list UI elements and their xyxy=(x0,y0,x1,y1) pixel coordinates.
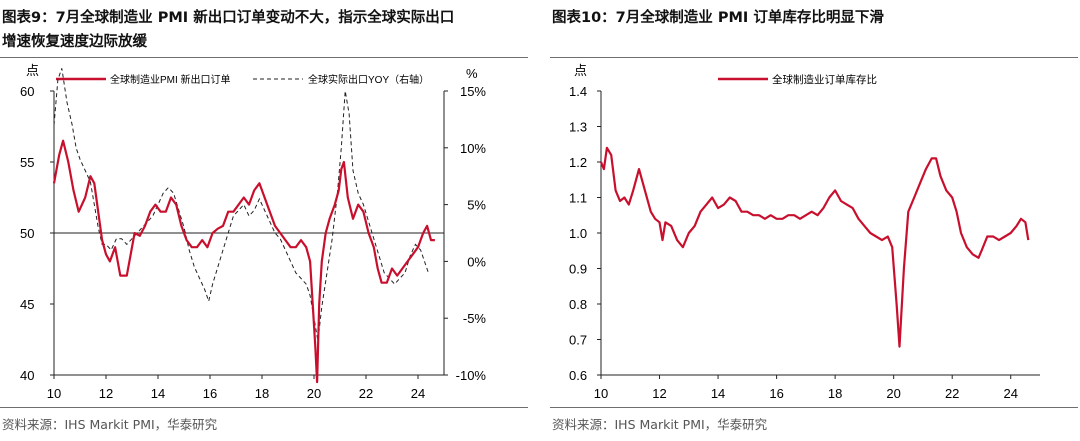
right-chart-x-tick-labels: 10 12 14 16 18 20 22 24 xyxy=(594,375,1018,401)
right-chart-title: 图表10：7月全球制造业 PMI 订单库存比明显下滑 xyxy=(552,10,884,26)
right-chart-source: 资料来源：IHS Markit PMI，华泰研究 xyxy=(552,417,768,432)
series-line-export-orders xyxy=(52,139,435,384)
left-chart-title-line2: 增速恢复速度边际放缓 xyxy=(2,34,147,50)
x-tick-label: 16 xyxy=(203,386,217,401)
right-chart-svg: 点 0.6 0.7 0.8 0.9 1.0 1.1 1.2 1.3 1.4 10 12 14 16 18… xyxy=(569,63,1040,401)
left-chart-title-line1: 图表9：7月全球制造业 PMI 新出口订单变动不大，指示全球实际出口 xyxy=(2,10,455,26)
legend-label-export-yoy: 全球实际出口YOY（右轴） xyxy=(308,73,429,86)
right-chart-y-tick-label: 0.8 xyxy=(569,297,587,312)
right-chart-y-tick-labels: 0.6 0.7 0.8 0.9 1.0 1.1 1.2 1.3 1.4 xyxy=(569,84,601,383)
series-line-order-inventory xyxy=(599,146,1030,348)
right-chart-y-unit-label: 点 xyxy=(574,63,587,78)
right-y-tick-label: 10% xyxy=(460,141,486,156)
left-y-tick-label: 45 xyxy=(20,297,34,312)
right-chart-y-tick-label: 1.3 xyxy=(569,120,587,135)
right-y-tick-label: 15% xyxy=(460,84,486,99)
series-line-export-yoy xyxy=(53,68,429,341)
right-chart-panel: 图表10：7月全球制造业 PMI 订单库存比明显下滑 点 0.6 0.7 0.8 0.… xyxy=(550,0,1080,441)
right-chart-y-tick-label: 1.1 xyxy=(569,191,587,206)
right-chart-x-tick-label: 14 xyxy=(711,386,725,401)
right-y-unit-label: % xyxy=(466,66,478,81)
right-chart-y-tick-label: 0.6 xyxy=(569,368,587,383)
right-y-tick-label: 0% xyxy=(467,254,486,269)
left-title-divider xyxy=(0,57,528,58)
left-y-unit-label: 点 xyxy=(26,63,39,78)
right-chart-x-tick-label: 22 xyxy=(945,386,959,401)
right-chart-y-tick-label: 1.4 xyxy=(569,84,587,99)
right-chart-x-tick-label: 10 xyxy=(594,386,608,401)
left-y-tick-label: 60 xyxy=(20,84,34,99)
left-y-tick-label: 50 xyxy=(20,226,34,241)
x-tick-label: 14 xyxy=(151,386,165,401)
right-y-tick-label: -10% xyxy=(456,368,487,383)
legend-label-order-inventory: 全球制造业订单库存比 xyxy=(772,73,877,86)
right-y-tick-label: 5% xyxy=(467,198,486,213)
left-y-tick-labels: 40 45 50 55 60 xyxy=(20,84,54,383)
right-source-divider xyxy=(550,407,1078,408)
x-tick-label: 20 xyxy=(307,386,321,401)
right-chart-x-tick-label: 20 xyxy=(886,386,900,401)
right-y-tick-labels: -10% -5% 0% 5% 10% 15% xyxy=(444,84,486,383)
left-y-tick-label: 55 xyxy=(20,155,34,170)
right-chart-legend: 全球制造业订单库存比 xyxy=(718,73,877,86)
x-tick-label: 12 xyxy=(99,386,113,401)
left-chart-source: 资料来源：IHS Markit PMI，华泰研究 xyxy=(2,417,218,432)
right-chart-y-tick-label: 0.7 xyxy=(569,333,587,348)
left-chart-legend: 全球制造业PMI 新出口订单 全球实际出口YOY（右轴） xyxy=(56,73,429,86)
right-chart-x-tick-label: 18 xyxy=(828,386,842,401)
left-y-tick-label: 40 xyxy=(20,368,34,383)
x-tick-label: 24 xyxy=(411,386,425,401)
x-tick-label: 18 xyxy=(255,386,269,401)
left-source-divider xyxy=(0,407,528,408)
right-chart-y-tick-label: 0.9 xyxy=(569,262,587,277)
legend-label-export-orders: 全球制造业PMI 新出口订单 xyxy=(110,73,231,86)
left-chart-title: 图表9：7月全球制造业 PMI 新出口订单变动不大，指示全球实际出口 增速恢复速… xyxy=(2,6,522,54)
right-y-tick-label: -5% xyxy=(463,311,487,326)
left-chart-panel: 图表9：7月全球制造业 PMI 新出口订单变动不大，指示全球实际出口 增速恢复速… xyxy=(0,0,530,441)
x-tick-label: 22 xyxy=(359,386,373,401)
x-tick-labels: 10 12 14 16 18 20 22 24 xyxy=(47,375,425,401)
right-chart-x-tick-label: 16 xyxy=(769,386,783,401)
right-chart-y-tick-label: 1.2 xyxy=(569,155,587,170)
x-tick-label: 10 xyxy=(47,386,61,401)
right-chart-y-tick-label: 1.0 xyxy=(569,226,587,241)
right-title-divider xyxy=(550,57,1078,58)
right-chart-x-tick-label: 24 xyxy=(1003,386,1017,401)
right-chart-x-tick-label: 12 xyxy=(652,386,666,401)
